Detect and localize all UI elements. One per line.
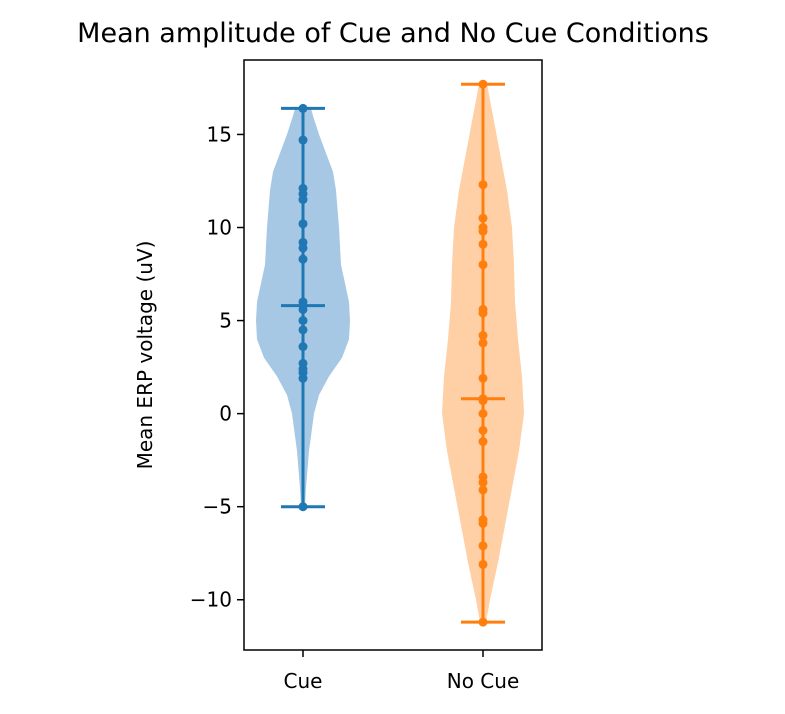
data-point [298,502,308,512]
data-point [478,239,488,249]
data-point [478,541,488,551]
data-point [478,437,488,447]
data-point [298,342,308,352]
y-tick-label: 10 [207,216,232,240]
data-point [298,254,308,264]
data-point [478,226,488,236]
data-point [478,477,488,487]
data-point [478,308,488,318]
data-point [478,425,488,435]
data-point [478,260,488,270]
data-point [478,485,488,495]
data-point [478,396,488,406]
y-tick-label: 0 [219,402,232,426]
chart-title: Mean amplitude of Cue and No Cue Conditi… [77,18,709,49]
data-point [478,79,488,89]
data-point [298,135,308,145]
y-tick-label: 5 [219,309,232,333]
data-point [298,304,308,314]
y-axis: −10 −5 0 5 10 15 [190,122,244,612]
data-point [298,325,308,335]
x-tick-label: Cue [284,669,323,693]
markers-layer [281,79,505,627]
x-axis: Cue No Cue [284,650,520,693]
data-point [478,373,488,383]
data-point [478,559,488,569]
data-point [478,330,488,340]
y-tick-label: −10 [190,588,232,612]
data-point [478,213,488,223]
y-tick-label: 15 [207,122,232,146]
data-point [478,518,488,528]
data-point [298,195,308,205]
data-point [298,243,308,253]
data-point [298,373,308,383]
y-tick-label: −5 [203,495,232,519]
y-axis-label: Mean ERP voltage (uV) [133,241,157,470]
data-point [478,180,488,190]
plot-frame [243,59,543,651]
data-point [298,219,308,229]
x-tick-label: No Cue [447,669,520,693]
data-point [298,103,308,113]
data-point [298,297,308,307]
data-point [478,338,488,348]
data-point [478,409,488,419]
data-point [478,617,488,627]
data-point [298,316,308,326]
